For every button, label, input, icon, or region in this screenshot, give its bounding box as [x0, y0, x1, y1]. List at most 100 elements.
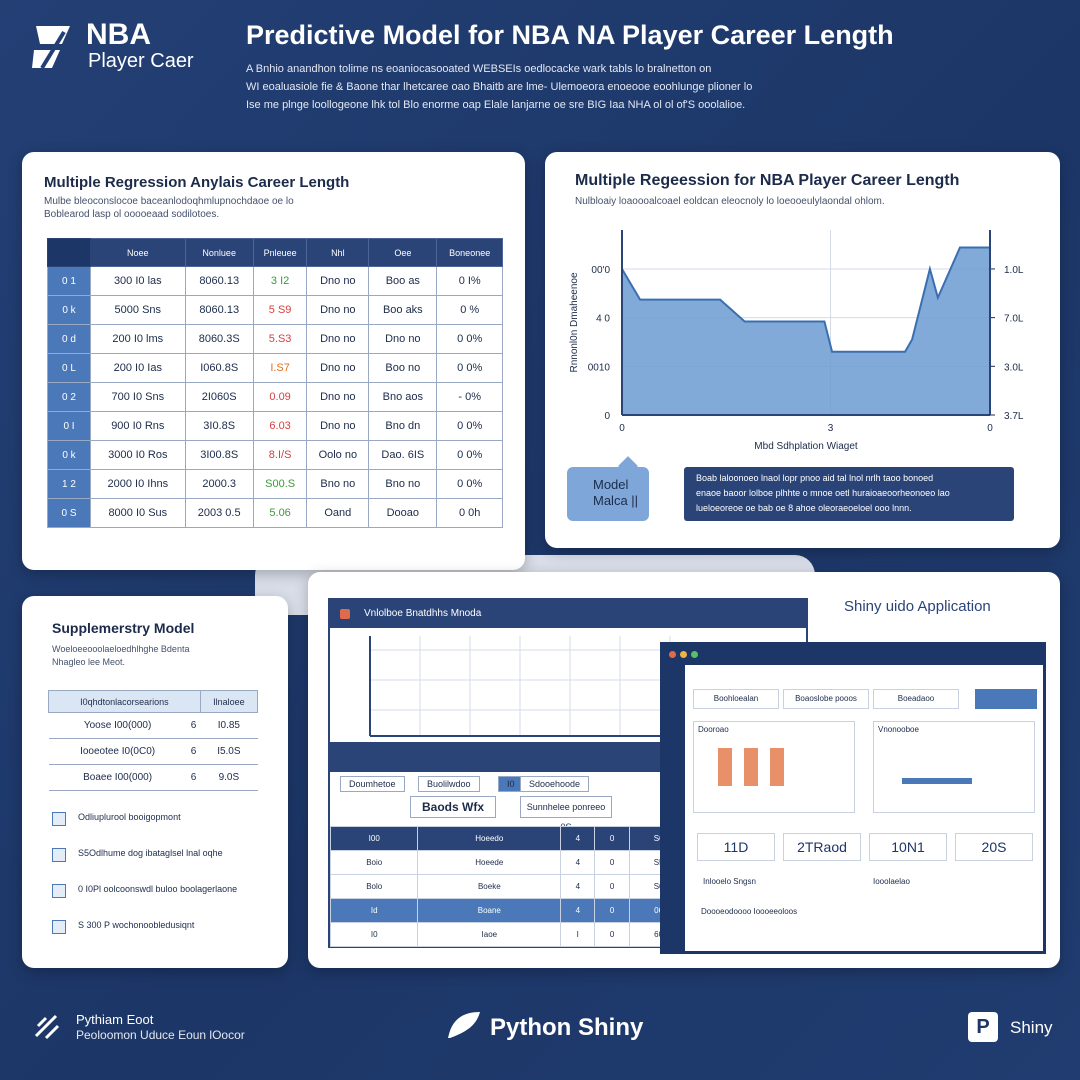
footer-icon	[34, 1014, 60, 1040]
table-cell: Dno no	[306, 411, 370, 441]
note-box: Boab laloonoeo lnaol lopr pnoo aid tal l…	[684, 467, 1014, 521]
table-row: 0 I 900 I0 Rns 3I0.8S 6.03 Dno no Bno dn 0 0%	[47, 411, 503, 441]
table-header-cell: Pnleuee	[252, 238, 308, 267]
table-cell: 5 S9	[252, 295, 308, 325]
table-row: 0 2 700 I0 Sns 2I060S 0.09 Dno no Bno aos - 0%	[47, 382, 503, 412]
table-header-cell: Nonluee	[184, 238, 254, 267]
table-cell: 0 I%	[436, 266, 503, 296]
table-cell: 0	[594, 922, 630, 947]
app-footer-item: Doooeodoooo Ioooeeoloos	[701, 907, 798, 916]
stat: 2TRaod	[783, 833, 861, 861]
table-cell: 0	[594, 850, 630, 875]
card-title: Vnonooboe	[878, 725, 919, 734]
table-cell: 1 2	[47, 469, 91, 499]
table-cell: Boo no	[368, 353, 438, 383]
tab[interactable]: Doumhetoe	[340, 776, 405, 792]
window-title: Vnlolboe Bnatdhhs Mnoda	[364, 608, 482, 619]
y-axis-label: Rnnonl0n Dmaheenoe	[569, 272, 580, 373]
supplementary-panel: Supplemerstry Model Woeloeeooolaeloedhlh…	[22, 596, 288, 968]
table-cell: Dno no	[368, 324, 438, 354]
y-tick-label: 00'0	[591, 265, 610, 276]
table-cell: 4	[560, 874, 596, 899]
app-tab: Boaoslobe pooos	[783, 689, 869, 709]
description-line: Ise me plnge loollogeone lhk tol Blo eno…	[246, 99, 746, 111]
table-cell: 0 2	[47, 382, 91, 412]
table-cell: Dno no	[306, 295, 370, 325]
table-row: 1 2 2000 I0 Ihns 2000.3 S00.S Bno no Bno no 0 …	[47, 469, 503, 499]
table-cell: Boo aks	[368, 295, 438, 325]
panel-description: Woeloeeooolaeloedhlhghe Bdenta	[52, 644, 190, 654]
y2-tick-label: 1.0L	[1004, 265, 1024, 276]
x-axis-label: Mbd Sdhplation Wiaget	[754, 441, 858, 452]
y2-tick-label: 7.0L	[1004, 314, 1024, 325]
table-header-cell	[47, 238, 91, 267]
panel-title: Multiple Regression Anylais Career Lengt…	[44, 174, 350, 191]
table-cell: 300 I0 las	[90, 266, 186, 296]
table-cell: Bno aos	[368, 382, 438, 412]
card-title: Dooroao	[698, 725, 729, 734]
table-cell: Bno dn	[368, 411, 438, 441]
y-tick-label: 0	[604, 411, 610, 422]
table-cell: Dooao	[368, 498, 438, 528]
panel-description: Mulbe bleoconslocoe baceanlodoqhmlupnoch…	[44, 196, 294, 207]
note-line: lueloeoreoe oe bab oe 8 ahoe oleoraeoelo…	[696, 503, 912, 513]
table-cell: 8060.13	[184, 295, 254, 325]
table-cell: 8060.13	[184, 266, 254, 296]
chart-panel: Multiple Regeession for NBA Player Caree…	[545, 152, 1060, 548]
table-cell: 0 0%	[436, 353, 503, 383]
list-item: Odliuplurool booigopmont	[78, 812, 181, 822]
table-cell: I00	[329, 826, 419, 851]
table-cell: Dno no	[306, 324, 370, 354]
app-tab: Boohloealan	[693, 689, 779, 709]
table-cell: I5.0S	[200, 738, 258, 765]
list-item: S 300 P wochonoobledusiqnt	[78, 920, 195, 930]
y-tick-label: 4 0	[596, 314, 610, 325]
callout-text: Model	[593, 477, 629, 492]
table-cell: Boo as	[368, 266, 438, 296]
table-cell: 6.03	[252, 411, 308, 441]
table-header-cell: Oee	[368, 238, 438, 267]
shiny-panel: Shiny uido Application Vnlolboe Bnatdhhs…	[308, 572, 1060, 968]
table-cell: 0 0%	[436, 411, 503, 441]
list-icon	[52, 848, 66, 862]
table-cell: 0 0%	[436, 324, 503, 354]
table-cell: S00.S	[252, 469, 308, 499]
callout: Model Malca ||	[567, 456, 649, 521]
logo-subtitle: Player Caer	[88, 50, 194, 72]
table-cell: I	[560, 922, 596, 947]
dot	[691, 651, 698, 658]
note-line: enaoe baoor lolboe plhhte o mnoe oetl hu…	[696, 488, 950, 498]
stat: 11D	[697, 833, 775, 861]
table-cell: 900 I0 Rns	[90, 411, 186, 441]
area	[622, 247, 990, 415]
bar-decor	[744, 748, 758, 786]
table-header-cell: Noee	[90, 238, 186, 267]
table-cell: 0 1	[47, 266, 91, 296]
app-footer-item: Inlooelo Sngsn	[703, 877, 756, 886]
table-header-cell: Boneonee	[436, 238, 503, 267]
table-cell: 6	[186, 738, 201, 765]
table-row: 0 L 200 I0 Ias I060.8S I.S7 Dno no Boo no 0 0%	[47, 353, 503, 383]
input-box[interactable]: Baods Wfx	[410, 796, 496, 818]
table-cell: Boeke	[417, 874, 562, 899]
page-title: Predictive Model for NBA NA Player Caree…	[246, 20, 894, 50]
table-cell: 3 I2	[252, 266, 308, 296]
list-icon	[52, 812, 66, 826]
table-cell: 6	[186, 764, 201, 791]
table-cell: Iooeotee I0(0C0)	[48, 738, 187, 765]
tab[interactable]: Buolilwdoo	[418, 776, 480, 792]
table-cell: 0 I	[47, 411, 91, 441]
regression-panel: Multiple Regression Anylais Career Lengt…	[22, 152, 525, 570]
table-cell: 5000 Sns	[90, 295, 186, 325]
tab[interactable]: Sdooehoode	[520, 776, 590, 792]
table-row: Yoose I00(000) 6 I0.85	[48, 712, 258, 739]
card: Vnonooboe	[873, 721, 1035, 813]
panel-description: Nhagleo lee Meot.	[52, 657, 126, 667]
table-cell: 2000.3	[184, 469, 254, 499]
input-note: Sunnhelee ponreeo 0S	[520, 796, 612, 832]
footer-right-icon: P	[968, 1012, 998, 1042]
table-cell: I0	[329, 922, 419, 947]
table-cell: 0 S	[47, 498, 91, 528]
table-row: 0 k 3000 I0 Ros 3I00.8S 8.I/S Oolo no Dao. 6I…	[47, 440, 503, 470]
